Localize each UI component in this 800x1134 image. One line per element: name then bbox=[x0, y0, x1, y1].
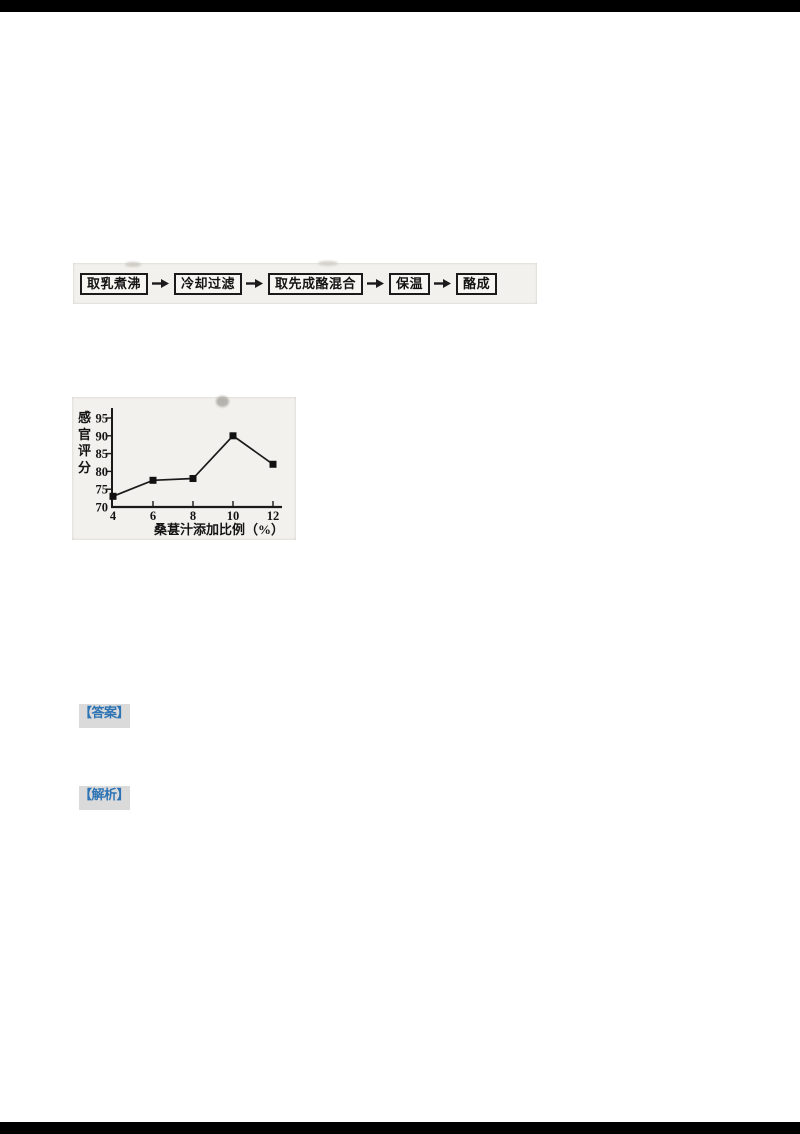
analysis-badge-label: 【解析】 bbox=[79, 787, 130, 802]
answer-badge-label: 【答案】 bbox=[79, 705, 130, 720]
data-point bbox=[149, 476, 157, 484]
cheese-process-flowchart-image: 取乳煮沸 冷却过滤 取先成酪混合 保温 酪成 bbox=[73, 263, 537, 304]
y-tick-label: 95 bbox=[96, 412, 109, 426]
x-tick-label: 4 bbox=[110, 509, 117, 523]
sensory-score-chart-image: 感官评分 70 75 80 85 90 95 4 6 8 10 12 桑葚汁添加比例（%） bbox=[72, 397, 296, 540]
y-tick-label: 85 bbox=[96, 447, 109, 461]
flow-step-2: 冷却过滤 bbox=[174, 272, 243, 295]
flow-step-4: 保温 bbox=[389, 272, 431, 295]
chart-line bbox=[112, 434, 274, 498]
y-tick-label: 75 bbox=[96, 483, 109, 497]
scan-artifact bbox=[125, 262, 141, 267]
flow-arrow-icon bbox=[434, 278, 452, 289]
x-tick-label: 10 bbox=[227, 509, 240, 523]
analysis-badge: 【解析】 bbox=[79, 786, 130, 810]
y-axis-label: 感官评分 bbox=[77, 410, 92, 476]
y-tick-label: 90 bbox=[96, 429, 109, 443]
y-axis-title-char: 官 bbox=[77, 426, 91, 442]
flow-step-1: 取乳煮沸 bbox=[80, 272, 149, 295]
data-point bbox=[269, 460, 277, 468]
y-axis-title-char: 分 bbox=[77, 459, 91, 475]
flow-arrow-icon bbox=[367, 278, 385, 289]
answer-badge: 【答案】 bbox=[79, 704, 130, 728]
scan-artifact bbox=[318, 261, 338, 266]
scan-artifact bbox=[216, 396, 229, 407]
bottom-border bbox=[0, 1122, 800, 1134]
y-axis-title-char: 评 bbox=[77, 443, 91, 458]
y-axis-title-char: 感 bbox=[77, 410, 91, 425]
data-point bbox=[229, 432, 237, 440]
top-border bbox=[0, 0, 800, 12]
x-axis-title: 桑葚汁添加比例（%） bbox=[153, 522, 284, 537]
y-tick-label: 80 bbox=[96, 465, 109, 479]
flow-arrow-icon bbox=[152, 278, 170, 289]
x-tick-label: 12 bbox=[267, 509, 280, 523]
flow-step-5: 酪成 bbox=[456, 272, 498, 295]
flow-arrow-icon bbox=[246, 278, 264, 289]
y-tick-label: 70 bbox=[96, 501, 109, 515]
flow-step-3: 取先成酪混合 bbox=[268, 272, 364, 295]
x-tick-label: 6 bbox=[150, 509, 156, 523]
data-point bbox=[109, 492, 117, 500]
x-tick-label: 8 bbox=[190, 509, 196, 523]
data-point bbox=[189, 475, 197, 483]
